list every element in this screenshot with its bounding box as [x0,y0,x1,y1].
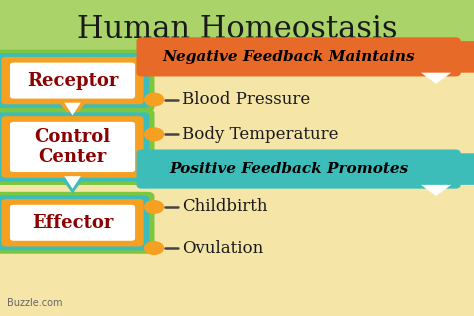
Text: Childbirth: Childbirth [182,198,268,216]
Polygon shape [64,176,81,189]
Bar [0,0,474,58]
FancyBboxPatch shape [0,50,155,112]
Polygon shape [421,73,451,84]
Text: Buzzle.com: Buzzle.com [7,298,63,308]
Text: Control
Center: Control Center [35,128,110,166]
Text: Effector: Effector [32,214,113,232]
Text: Body Temperature: Body Temperature [182,126,339,143]
FancyBboxPatch shape [137,37,461,76]
Polygon shape [60,103,86,120]
FancyBboxPatch shape [10,63,135,99]
Circle shape [145,201,164,213]
FancyBboxPatch shape [1,116,144,178]
FancyBboxPatch shape [0,112,149,181]
Text: Receptor: Receptor [27,72,118,89]
Polygon shape [450,41,474,73]
FancyBboxPatch shape [1,199,144,246]
FancyBboxPatch shape [10,205,135,241]
Text: Blood Pressure: Blood Pressure [182,91,311,108]
Polygon shape [60,176,86,193]
Circle shape [145,242,164,254]
Polygon shape [64,103,81,115]
Circle shape [145,93,164,106]
Text: Ovulation: Ovulation [182,240,264,257]
FancyBboxPatch shape [0,192,155,254]
FancyBboxPatch shape [0,53,149,108]
FancyBboxPatch shape [0,195,149,250]
Text: Positive Feedback Promotes: Positive Feedback Promotes [170,162,409,176]
FancyBboxPatch shape [10,122,135,172]
Text: Negative Feedback Maintains: Negative Feedback Maintains [163,50,415,64]
FancyBboxPatch shape [1,57,144,104]
FancyBboxPatch shape [137,149,461,189]
Polygon shape [450,153,474,185]
FancyBboxPatch shape [0,109,155,185]
Text: Human Homeostasis: Human Homeostasis [77,14,397,45]
Polygon shape [421,185,451,196]
Circle shape [145,128,164,141]
